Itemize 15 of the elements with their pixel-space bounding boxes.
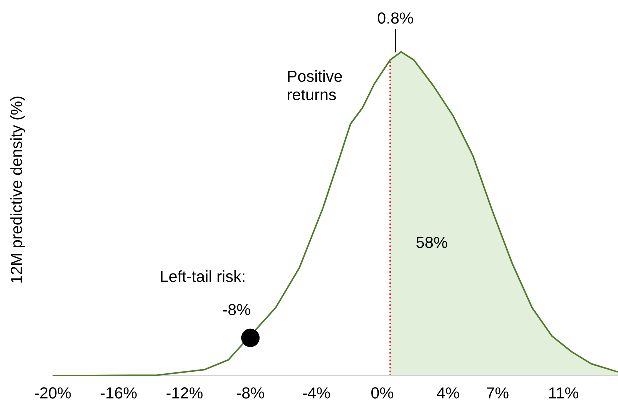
x-tick-label: 7% (487, 388, 509, 399)
x-tick-label: -12% (166, 388, 203, 399)
annotation: Positive returns (288, 70, 342, 100)
y-axis-title: 12M predictive density (%) (10, 96, 26, 283)
x-tick-label: 4% (437, 388, 460, 399)
x-tick-label: -16% (100, 388, 137, 399)
x-tick-label: -4% (303, 388, 330, 399)
x-tick-label: 11% (549, 388, 578, 399)
annotation: -8% (223, 304, 250, 316)
x-tick-label: -20% (35, 388, 72, 399)
annotation: Left-tail risk: (161, 270, 245, 282)
x-tick-label: 0% (372, 388, 394, 399)
annotation: 0.8% (378, 12, 414, 24)
x-tick-label: -8% (237, 388, 264, 399)
annotation: 58% (416, 236, 448, 248)
